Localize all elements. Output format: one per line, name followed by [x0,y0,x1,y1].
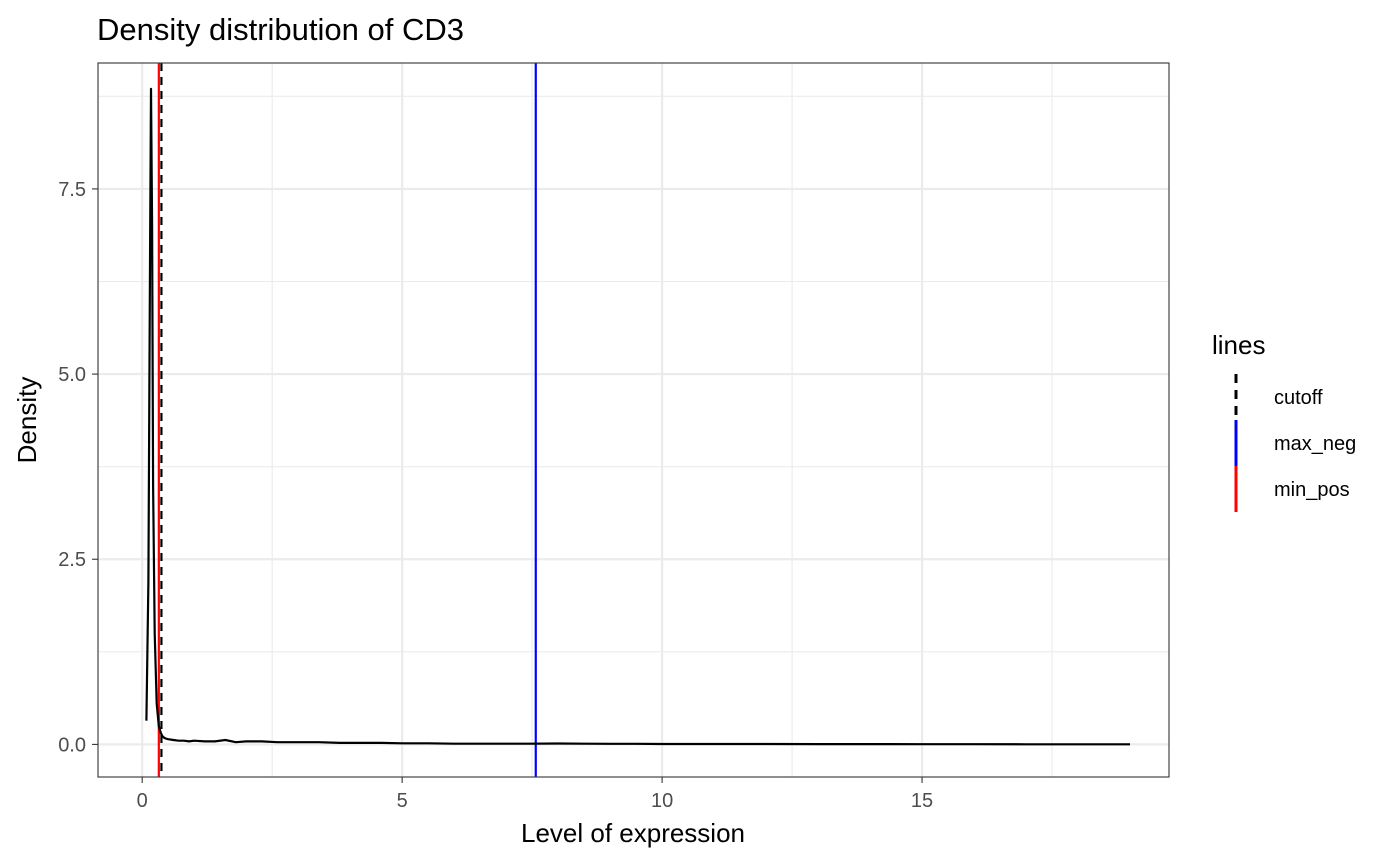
x-tick-label: 5 [397,790,408,812]
x-tick-label: 10 [651,790,673,812]
y-axis: 0.0 2.5 5.0 7.5 [58,179,98,756]
x-axis-title: Level of expression [521,818,745,848]
y-axis-title: Density [12,377,42,464]
y-tick-label: 2.5 [58,549,86,571]
grid-minor [98,63,1169,777]
y-tick-label: 7.5 [58,179,86,201]
y-tick-label: 0.0 [58,734,86,756]
chart-title: Density distribution of CD3 [97,12,464,47]
series-layer [145,87,1130,746]
legend-title: lines [1212,330,1265,360]
legend-label-cutoff: cutoff [1274,387,1323,409]
legend-label-max_neg: max_neg [1274,433,1356,455]
density-curve [145,87,1130,746]
legend: lines cutoff max_neg min_pos [1212,330,1356,512]
legend-label-min_pos: min_pos [1274,479,1350,501]
x-tick-label: 0 [137,790,148,812]
reference-lines [157,63,537,777]
plot-panel [98,63,1169,777]
y-tick-label: 5.0 [58,364,86,386]
x-tick-label: 15 [911,790,933,812]
plot-border [97,62,1170,778]
x-axis: 0 5 10 15 [137,777,933,812]
